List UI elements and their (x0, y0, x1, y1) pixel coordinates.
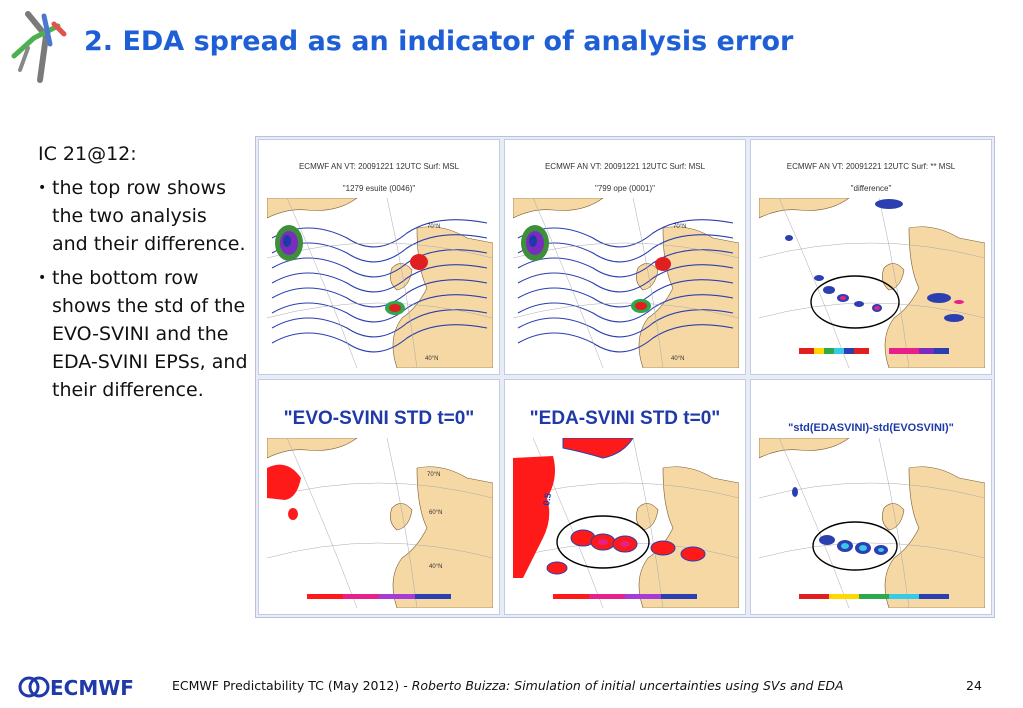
panel-title: "EDA-SVINI STD t=0" (529, 408, 721, 429)
msl-analysis-map: 70°N 40°N (267, 198, 493, 368)
eda-svini-std-map: 0.5 (513, 438, 739, 608)
lat-label: 70°N (427, 224, 440, 230)
footer-logo-text: ECMWF (50, 676, 134, 698)
color-scale-bar (799, 348, 949, 354)
bullet-text: the top row shows the two analysis and t… (52, 177, 246, 255)
bullet-dot: • (38, 270, 47, 286)
panel-subtitle: "799 ope (0001)" (595, 184, 655, 193)
lat-label: 70°N (673, 224, 686, 230)
panel-title: "EVO-SVINI STD t=0" (283, 408, 475, 429)
panel-subtitle: "1279 esuite (0046)" (342, 184, 416, 193)
bullet-text: the bottom row shows the std of the EVO-… (52, 267, 248, 401)
msl-analysis-map: 70°N 40°N (513, 198, 739, 368)
panel-evo-svini-std: "EVO-SVINI STD t=0" 70°N 60°N 40°N (258, 379, 500, 615)
lat-label: 40°N (671, 356, 684, 362)
panel-header: ECMWF AN VT: 20091221 12UTC Surf: MSL (298, 162, 460, 171)
panel-eda-svini-std: "EDA-SVINI STD t=0" 0.5 (504, 379, 746, 615)
color-scale-bar (799, 594, 949, 599)
panel-esuite-analysis: ECMWF AN VT: 20091221 12UTC Surf: MSL "1… (258, 139, 500, 375)
lat-label: 40°N (429, 564, 442, 570)
footer-citation: ECMWF Predictability TC (May 2012) - Rob… (172, 678, 844, 693)
footer-conference: ECMWF Predictability TC (May 2012) - (172, 678, 412, 693)
panel-header: ECMWF AN VT: 20091221 12UTC Surf: ** MSL (786, 162, 956, 171)
ecmwf-footer-logo-icon: ECMWF (18, 676, 134, 698)
panel-analysis-difference: ECMWF AN VT: 20091221 12UTC Surf: ** MSL… (750, 139, 992, 375)
color-scale-bar (553, 594, 697, 599)
panel-ope-analysis: ECMWF AN VT: 20091221 12UTC Surf: MSL "7… (504, 139, 746, 375)
figure-grid: ECMWF AN VT: 20091221 12UTC Surf: MSL "1… (255, 136, 995, 618)
footer-author-title: Roberto Buizza: Simulation of initial un… (411, 678, 844, 693)
slide-title: 2. EDA spread as an indicator of analysi… (84, 26, 794, 57)
bullet-item: • the bottom row shows the std of the EV… (38, 264, 248, 404)
lat-label: 60°N (429, 510, 442, 516)
difference-map (759, 198, 985, 368)
intro-text: IC 21@12: (38, 143, 137, 165)
bullet-dot: • (38, 180, 47, 196)
panel-std-difference: "std(EDASVINI)-std(EVOSVINI)" (750, 379, 992, 615)
evo-svini-std-map: 70°N 60°N 40°N (267, 438, 493, 608)
panel-subtitle: "difference" (850, 184, 892, 193)
ecmwf-corner-logo-icon (11, 11, 67, 83)
std-difference-map (759, 438, 985, 608)
panel-header: ECMWF AN VT: 20091221 12UTC Surf: MSL (544, 162, 706, 171)
panel-title: "std(EDASVINI)-std(EVOSVINI)" (788, 422, 954, 434)
bullet-item: • the top row shows the two analysis and… (38, 174, 248, 258)
lat-label: 70°N (427, 472, 440, 478)
lat-label: 40°N (425, 356, 438, 362)
page-number: 24 (966, 678, 982, 693)
slide-body: IC 21@12: • the top row shows the two an… (38, 140, 248, 410)
color-scale-bar (307, 594, 451, 599)
contour-label: 0.5 (541, 492, 553, 506)
